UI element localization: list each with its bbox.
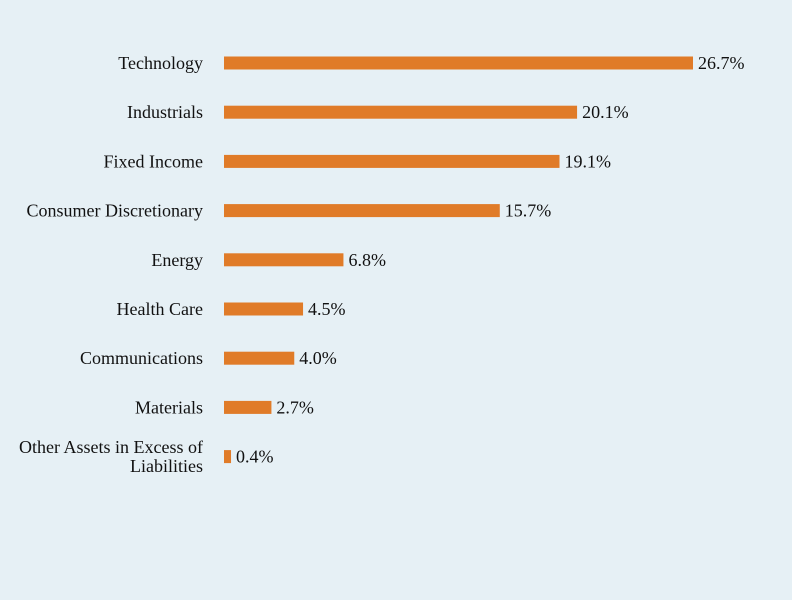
value-label-5: 4.5% xyxy=(308,299,346,319)
value-label-2: 19.1% xyxy=(565,151,612,171)
category-label-line: Energy xyxy=(151,250,203,270)
category-label-0: Technology xyxy=(118,53,203,73)
value-label-6: 4.0% xyxy=(299,348,337,368)
value-label-4: 6.8% xyxy=(348,250,386,270)
category-label-6: Communications xyxy=(80,348,203,368)
category-label-line: Materials xyxy=(135,397,203,417)
category-label-7: Materials xyxy=(135,397,203,417)
category-label-line: Industrials xyxy=(127,102,203,122)
category-label-1: Industrials xyxy=(127,102,203,122)
bar-1 xyxy=(224,105,578,119)
bar-7 xyxy=(224,400,272,414)
bar-2 xyxy=(224,154,560,168)
category-label-2: Fixed Income xyxy=(104,151,203,171)
category-label-3: Consumer Discretionary xyxy=(27,201,203,221)
value-label-7: 2.7% xyxy=(276,397,314,417)
bar-4 xyxy=(224,253,344,267)
value-labels-group: 26.7% 20.1% 19.1% 15.7% 6.8% 4.5% 4.0% 2.7% 0.4% xyxy=(236,53,744,467)
category-label-line: Health Care xyxy=(117,299,203,319)
value-label-1: 20.1% xyxy=(582,102,629,122)
category-label-line: Fixed Income xyxy=(104,151,203,171)
bar-3 xyxy=(224,204,500,218)
category-label-line: Other Assets in Excess of xyxy=(19,437,203,457)
category-label-4: Energy xyxy=(151,250,203,270)
category-label-5: Health Care xyxy=(117,299,203,319)
bar-0 xyxy=(224,56,693,70)
bar-6 xyxy=(224,351,295,365)
category-label-line: Liabilities xyxy=(130,456,203,476)
category-label-line: Technology xyxy=(118,53,203,73)
bar-5 xyxy=(224,302,304,316)
value-label-3: 15.7% xyxy=(505,201,552,221)
category-label-line: Communications xyxy=(80,348,203,368)
category-label-8: Other Assets in Excess of Liabilities xyxy=(19,437,203,476)
bars-group xyxy=(224,56,693,464)
value-label-0: 26.7% xyxy=(698,53,745,73)
category-labels-group: Technology Industrials Fixed Income Consume… xyxy=(19,53,203,476)
bar-8 xyxy=(224,450,232,464)
category-label-line: Consumer Discretionary xyxy=(27,201,203,221)
value-label-8: 0.4% xyxy=(236,447,274,467)
